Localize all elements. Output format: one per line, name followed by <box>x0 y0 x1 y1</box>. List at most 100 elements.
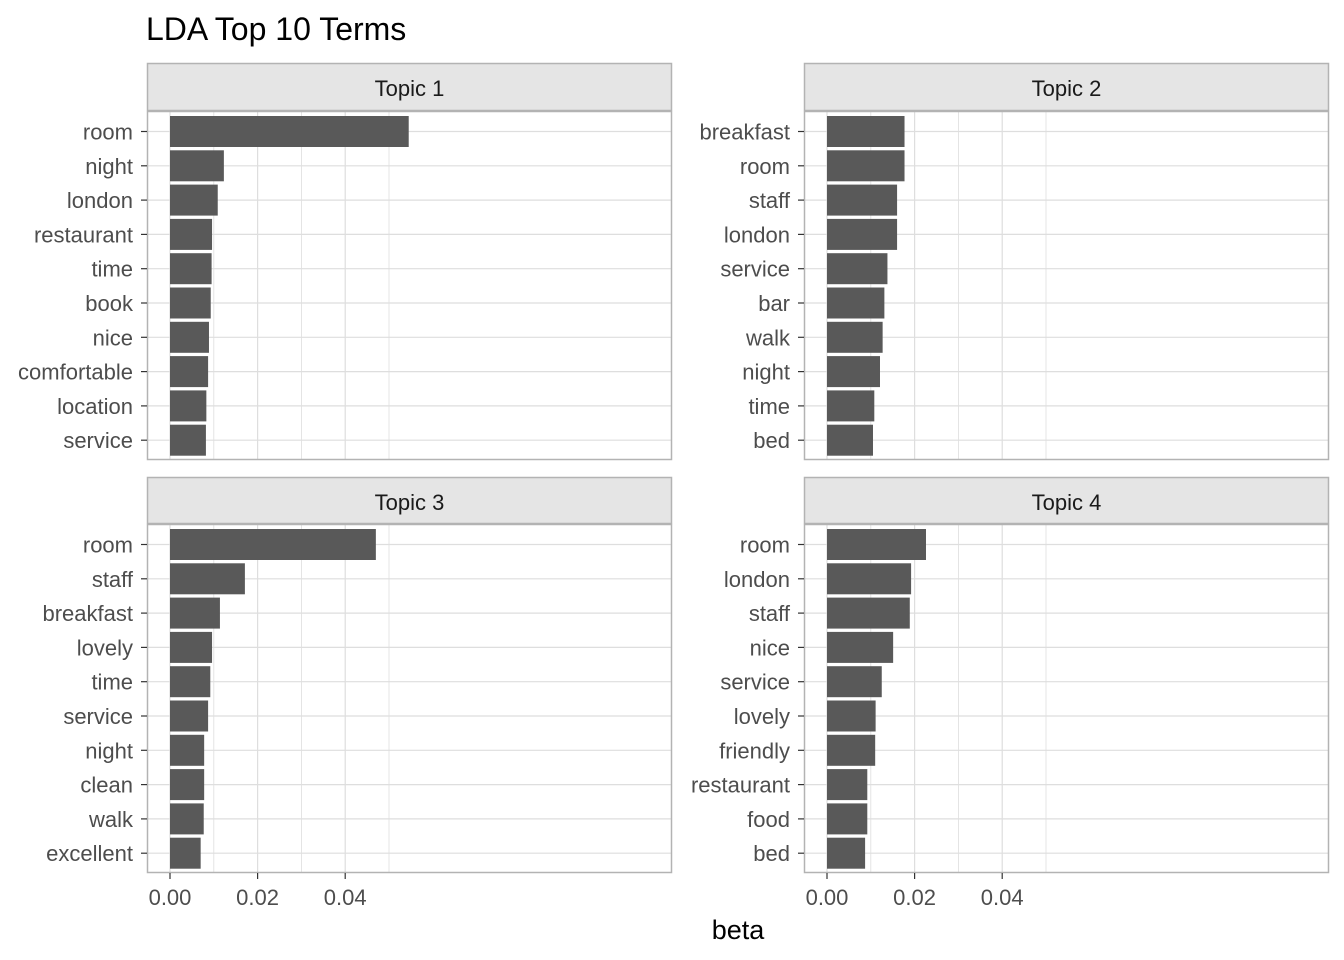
bar-time <box>170 666 211 698</box>
category-label: book <box>85 291 134 316</box>
bar-room <box>827 150 905 182</box>
bar-comfortable <box>170 356 209 388</box>
category-label: time <box>91 257 133 282</box>
bar-lovely <box>170 631 213 663</box>
category-label: time <box>748 394 790 419</box>
category-label: service <box>720 257 790 282</box>
facet-strip <box>146 476 673 525</box>
facet-strip-label: Topic 2 <box>1032 76 1102 101</box>
category-label: bed <box>753 841 790 866</box>
bar-staff <box>827 184 898 216</box>
bar-nice <box>827 631 894 663</box>
bar-walk <box>170 803 204 835</box>
panel-border <box>803 523 1330 874</box>
bar-london <box>827 563 912 595</box>
category-label: night <box>85 738 133 763</box>
category-label: service <box>63 704 133 729</box>
panel-background <box>147 111 672 460</box>
bar-lovely <box>827 700 876 732</box>
x-tick-label: 0.04 <box>981 885 1024 910</box>
facet-panel: Topic 3 room staff breakfast lovely time servi… <box>43 476 673 910</box>
bar-staff <box>170 563 245 595</box>
category-label: staff <box>749 188 791 213</box>
x-tick-label: 0.00 <box>806 885 849 910</box>
category-label: friendly <box>719 738 790 763</box>
bar-london <box>827 218 898 250</box>
category-label: london <box>724 567 790 592</box>
facet-panel: Topic 1 room night london restaurant time book… <box>18 62 673 461</box>
facet-strip <box>803 476 1330 525</box>
category-label: room <box>83 533 133 558</box>
category-label: food <box>747 807 790 832</box>
category-label: location <box>57 394 133 419</box>
category-label: breakfast <box>700 120 791 145</box>
category-label: lovely <box>734 704 790 729</box>
category-label: walk <box>88 807 134 832</box>
category-label: staff <box>92 567 134 592</box>
bar-bed <box>827 837 866 869</box>
category-label: restaurant <box>34 222 133 247</box>
category-label: excellent <box>46 841 133 866</box>
panel-border <box>146 523 673 874</box>
bar-breakfast <box>170 597 220 629</box>
facet-strip-label: Topic 3 <box>375 490 445 515</box>
bar-room <box>170 116 409 147</box>
category-label: night <box>85 154 133 179</box>
x-tick-label: 0.02 <box>893 885 936 910</box>
category-label: time <box>91 670 133 695</box>
bar-clean <box>170 769 205 801</box>
bar-book <box>170 287 211 319</box>
bar-room <box>827 529 926 560</box>
bar-nice <box>170 321 209 353</box>
bar-food <box>827 803 868 835</box>
bar-restaurant <box>827 769 868 801</box>
bar-staff <box>827 597 910 629</box>
bar-bed <box>827 424 873 456</box>
facet-panel: Topic 2 breakfast room staff london service ba… <box>700 62 1330 461</box>
category-label: clean <box>80 773 133 798</box>
category-label: bar <box>758 291 790 316</box>
bar-night <box>827 356 880 388</box>
category-label: bed <box>753 428 790 453</box>
bar-time <box>827 390 875 422</box>
category-label: staff <box>749 601 791 626</box>
bar-excellent <box>170 837 201 869</box>
bar-service <box>170 424 206 456</box>
facet-panel: Topic 4 room london staff nice service lovely f… <box>691 476 1330 910</box>
category-label: restaurant <box>691 773 790 798</box>
bar-time <box>170 253 212 285</box>
x-tick-label: 0.02 <box>236 885 279 910</box>
facet-strip <box>803 62 1330 112</box>
bar-london <box>170 184 218 216</box>
category-label: nice <box>750 635 790 660</box>
facet-grid: Topic 1 room night london restaurant time book… <box>18 62 1330 910</box>
category-label: nice <box>93 325 133 350</box>
bar-location <box>170 390 207 422</box>
bar-friendly <box>827 734 876 766</box>
category-label: room <box>740 154 790 179</box>
category-label: lovely <box>77 635 133 660</box>
category-label: room <box>83 120 133 145</box>
bar-night <box>170 734 205 766</box>
category-label: comfortable <box>18 360 133 385</box>
x-tick-label: 0.04 <box>324 885 367 910</box>
panel-border <box>146 110 673 461</box>
bar-service <box>170 700 209 732</box>
facet-strip <box>146 62 673 112</box>
category-label: breakfast <box>43 601 134 626</box>
category-label: london <box>67 188 133 213</box>
category-label: service <box>720 670 790 695</box>
bar-walk <box>827 321 883 353</box>
x-axis-title: beta <box>712 915 766 945</box>
facet-strip-label: Topic 1 <box>375 76 445 101</box>
facet-strip-label: Topic 4 <box>1032 490 1102 515</box>
bar-service <box>827 253 888 285</box>
category-label: room <box>740 533 790 558</box>
x-tick-label: 0.00 <box>149 885 192 910</box>
panel-border <box>803 110 1330 461</box>
category-label: service <box>63 428 133 453</box>
bar-room <box>170 529 376 560</box>
category-label: london <box>724 222 790 247</box>
bar-restaurant <box>170 218 213 250</box>
